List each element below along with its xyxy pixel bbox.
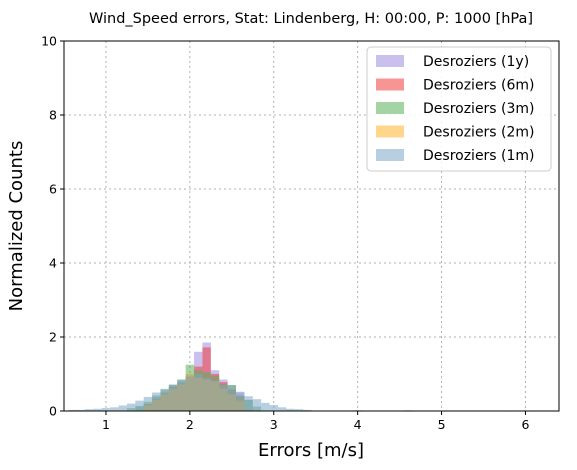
histogram-bar <box>261 402 270 411</box>
chart-title: Wind_Speed errors, Stat: Lindenberg, H: … <box>89 11 533 27</box>
x-tick-label: 4 <box>354 417 362 432</box>
histogram-bar <box>202 377 211 411</box>
legend-swatch <box>376 78 404 91</box>
histogram-bar <box>143 396 153 411</box>
histogram-bar <box>160 388 169 411</box>
axes-frame <box>63 40 560 412</box>
histogram-bar <box>135 400 144 411</box>
legend: Desroziers (1y) Desroziers (6m) Desroziers… <box>366 46 552 172</box>
y-tick-label: 6 <box>49 182 57 197</box>
legend-label: Desroziers (2m) <box>423 125 535 141</box>
histogram-bar <box>294 409 304 411</box>
histogram-bar <box>152 392 161 411</box>
histogram-bar <box>168 384 178 411</box>
axis-ticks: 1 2 3 4 5 6 0 2 4 6 8 10 <box>41 34 529 433</box>
legend-swatch <box>376 125 404 138</box>
legend-label: Desroziers (3m) <box>423 101 535 117</box>
histogram-bar <box>84 409 94 411</box>
histogram-bar <box>118 405 127 411</box>
y-tick-label: 8 <box>49 108 57 123</box>
y-tick-label: 10 <box>41 34 57 49</box>
legend-items: Desroziers (1y) Desroziers (6m) Desroziers… <box>376 54 535 164</box>
y-tick-label: 2 <box>49 330 57 345</box>
histogram-bar <box>210 380 220 411</box>
legend-label: Desroziers (1y) <box>423 54 529 70</box>
legend-swatch <box>376 149 404 161</box>
legend-swatch <box>376 102 404 114</box>
x-tick-label: 5 <box>438 417 446 432</box>
y-axis-label: Normalized Counts <box>6 141 27 312</box>
histogram-bar <box>194 374 203 411</box>
legend-label: Desroziers (6m) <box>423 78 535 94</box>
histogram-bar <box>68 409 77 411</box>
legend-swatch <box>376 55 404 67</box>
histogram-bar <box>93 408 102 411</box>
legend-frame <box>366 46 552 172</box>
histogram-bar <box>269 405 278 411</box>
histogram-bar <box>227 388 236 411</box>
bars-layer <box>68 342 539 411</box>
y-tick-label: 0 <box>49 404 57 419</box>
histogram-bar <box>219 385 228 411</box>
histogram-bar <box>303 409 312 411</box>
y-tick-label: 4 <box>49 256 57 271</box>
x-tick-label: 6 <box>521 417 529 432</box>
histogram-bar <box>177 379 186 411</box>
histogram-bar <box>126 403 136 411</box>
histogram-bar <box>235 392 245 411</box>
histogram-bar <box>277 407 287 411</box>
x-tick-label: 3 <box>270 417 278 432</box>
x-axis-label: Errors [m/s] <box>258 440 364 461</box>
histogram-bar <box>185 375 195 411</box>
histogram-bar <box>101 408 111 411</box>
histogram-bar <box>110 407 119 411</box>
x-tick-label: 2 <box>186 417 194 432</box>
histogram-bar <box>76 409 85 411</box>
legend-label: Desroziers (1m) <box>423 148 535 164</box>
x-tick-label: 1 <box>102 417 110 432</box>
histogram-bar <box>252 399 262 411</box>
histogram-bar <box>286 408 295 411</box>
histogram-bar <box>244 396 253 411</box>
